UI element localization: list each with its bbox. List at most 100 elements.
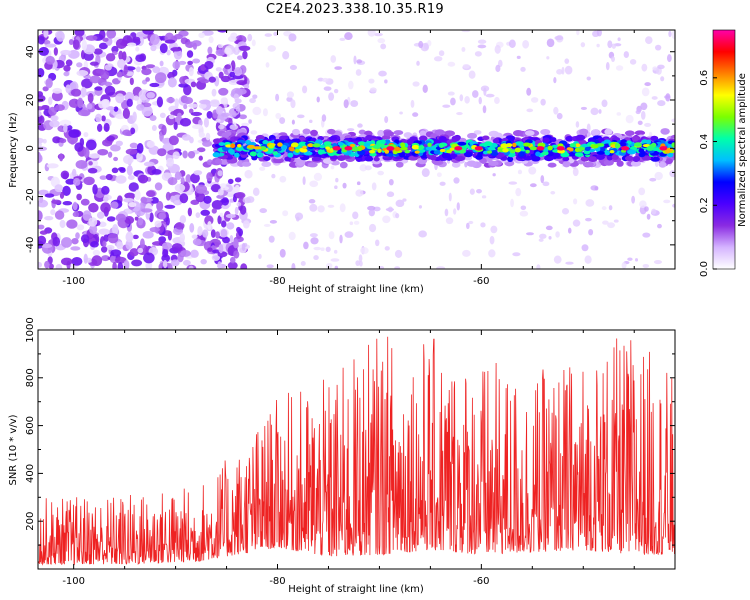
heatmap-cell (104, 85, 116, 96)
heatmap-cell (48, 106, 57, 116)
heatmap-cell (105, 53, 116, 62)
heatmap-cell (507, 156, 514, 163)
heatmap-cell (229, 71, 236, 78)
heatmap-cell (149, 115, 157, 122)
heatmap-cell (515, 187, 522, 197)
heatmap-cell (38, 224, 45, 230)
heatmap-cell (585, 217, 592, 222)
heatmap-cell (122, 108, 131, 119)
heatmap-cell (604, 150, 610, 156)
heatmap-cell (369, 152, 377, 157)
heatmap-cell (80, 234, 90, 244)
heatmap-cell (671, 30, 675, 39)
heatmap-cell (450, 97, 456, 106)
heatmap-cell (250, 130, 258, 135)
heatmap-cell (282, 210, 289, 217)
heatmap-cell (115, 113, 126, 120)
heatmap-cell (302, 176, 306, 186)
heatmap-cell (665, 93, 671, 102)
heatmap-cell (136, 151, 143, 162)
heatmap-cell (433, 150, 441, 155)
heatmap-cell (395, 161, 404, 168)
page-title: C2E4.2023.338.10.35.R19 (266, 2, 444, 17)
heatmap-cell (645, 36, 653, 45)
heatmap-cell (309, 233, 318, 238)
heatmap-cell (463, 151, 473, 158)
heatmap-cell (640, 102, 648, 111)
heatmap-cell (132, 36, 141, 43)
heatmap-cell (135, 54, 145, 63)
heatmap-cell (124, 216, 135, 225)
heatmap-cell (225, 144, 232, 148)
heatmap-cell (209, 100, 220, 107)
heatmap-cell (529, 183, 537, 188)
heatmap-cell (50, 115, 59, 122)
heatmap-cell (320, 247, 325, 252)
heatmap-cell (603, 159, 614, 166)
heatmap-cell (118, 50, 124, 61)
heatmap-cell (518, 151, 525, 157)
heatmap-cell (55, 104, 65, 112)
heatmap-cell (198, 155, 203, 161)
heatmap-cell (585, 199, 595, 207)
heatmap-cell (598, 109, 602, 114)
heatmap-cell (446, 149, 452, 154)
heatmap-cell (382, 215, 391, 224)
heatmap-cell (208, 36, 214, 44)
heatmap-cell (90, 241, 99, 248)
heatmap-cell (38, 35, 45, 45)
heatmap-cell (102, 37, 109, 42)
heatmap-cell (634, 142, 642, 147)
heatmap-cell (59, 119, 72, 127)
heatmap-cell (641, 87, 650, 97)
heatmap-cell (627, 149, 637, 155)
heatmap-cell (200, 79, 210, 84)
heatmap-cell (660, 128, 670, 135)
heatmap-cell (182, 259, 191, 266)
heatmap-cell (187, 60, 193, 65)
heatmap-cell (173, 48, 183, 60)
heatmap-cell (217, 261, 222, 269)
heatmap-cell (272, 151, 279, 155)
heatmap-cell (202, 229, 209, 238)
heatmap-cell (234, 152, 240, 158)
heatmap-cell (640, 110, 646, 120)
heatmap-cell (603, 139, 611, 144)
heatmap-cell (173, 200, 180, 206)
heatmap-cell (45, 43, 57, 48)
heatmap-cell (215, 231, 221, 239)
heatmap-cell (137, 174, 149, 184)
heatmap-cell (291, 128, 300, 136)
heatmap-cell (188, 108, 194, 114)
heatmap-cell (642, 263, 650, 268)
heatmap-cell (596, 30, 602, 37)
heatmap-cell (165, 191, 171, 201)
heatmap-cell (630, 160, 641, 167)
heatmap-cell (312, 143, 321, 148)
heatmap-cell (646, 146, 654, 151)
heatmap-cell (236, 202, 242, 207)
snr-panel: -100 -80 -60 200 400 600 800 1000 Height of st… (8, 317, 676, 595)
heatmap-cell (126, 42, 137, 47)
heatmap-cell (531, 155, 541, 162)
heatmap-cell (637, 120, 643, 126)
heatmap-cell (142, 30, 154, 35)
heatmap-cell (348, 80, 354, 90)
heatmap-cell (614, 143, 621, 149)
heatmap-cell (575, 134, 586, 141)
heatmap-cell (328, 92, 335, 101)
heatmap-cell (135, 66, 141, 73)
heatmap-cell (313, 246, 322, 251)
heatmap-cell (96, 211, 105, 219)
heatmap-cell (299, 148, 308, 153)
heatmap-cell (134, 189, 141, 201)
heatmap-cell (159, 60, 164, 67)
heatmap-cell (154, 182, 163, 191)
heatmap-cell (101, 255, 110, 262)
heatmap-cell (639, 200, 647, 208)
heatmap-cell (143, 252, 155, 264)
heatmap-cell (98, 42, 108, 50)
heatmap-cell (394, 266, 401, 269)
heatmap-cell (241, 242, 246, 252)
x-tick-label: -100 (62, 576, 85, 587)
